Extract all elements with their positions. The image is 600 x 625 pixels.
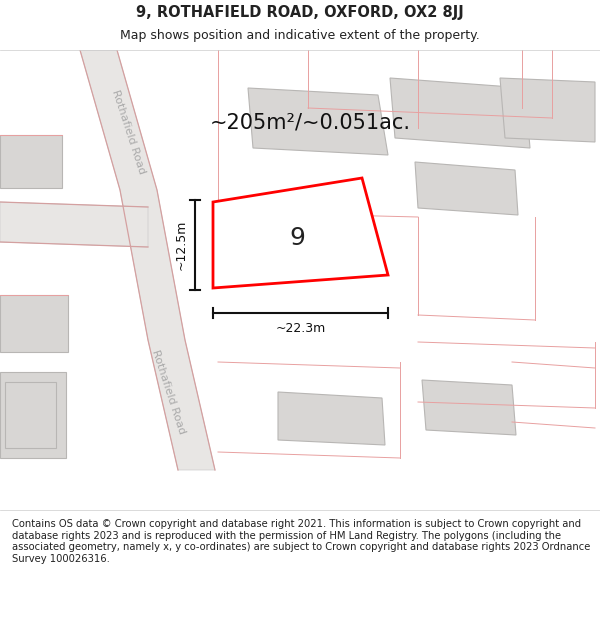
Polygon shape — [415, 162, 518, 215]
Polygon shape — [80, 50, 215, 470]
Polygon shape — [390, 78, 530, 148]
Text: ~12.5m: ~12.5m — [175, 220, 187, 270]
Polygon shape — [0, 202, 148, 247]
Polygon shape — [422, 380, 516, 435]
Polygon shape — [278, 392, 385, 445]
Polygon shape — [0, 135, 62, 188]
Polygon shape — [0, 372, 66, 458]
Text: Rothafield Road: Rothafield Road — [149, 349, 187, 436]
Text: ~22.3m: ~22.3m — [275, 322, 326, 336]
Text: Contains OS data © Crown copyright and database right 2021. This information is : Contains OS data © Crown copyright and d… — [12, 519, 590, 564]
Polygon shape — [0, 295, 68, 352]
Text: Rothafield Road: Rothafield Road — [110, 89, 146, 176]
Polygon shape — [248, 88, 388, 155]
Polygon shape — [5, 382, 56, 448]
Text: Map shows position and indicative extent of the property.: Map shows position and indicative extent… — [120, 29, 480, 42]
Polygon shape — [500, 78, 595, 142]
Polygon shape — [213, 178, 388, 288]
Text: ~205m²/~0.051ac.: ~205m²/~0.051ac. — [209, 112, 410, 132]
Text: 9, ROTHAFIELD ROAD, OXFORD, OX2 8JJ: 9, ROTHAFIELD ROAD, OXFORD, OX2 8JJ — [136, 5, 464, 20]
Text: 9: 9 — [289, 226, 305, 250]
